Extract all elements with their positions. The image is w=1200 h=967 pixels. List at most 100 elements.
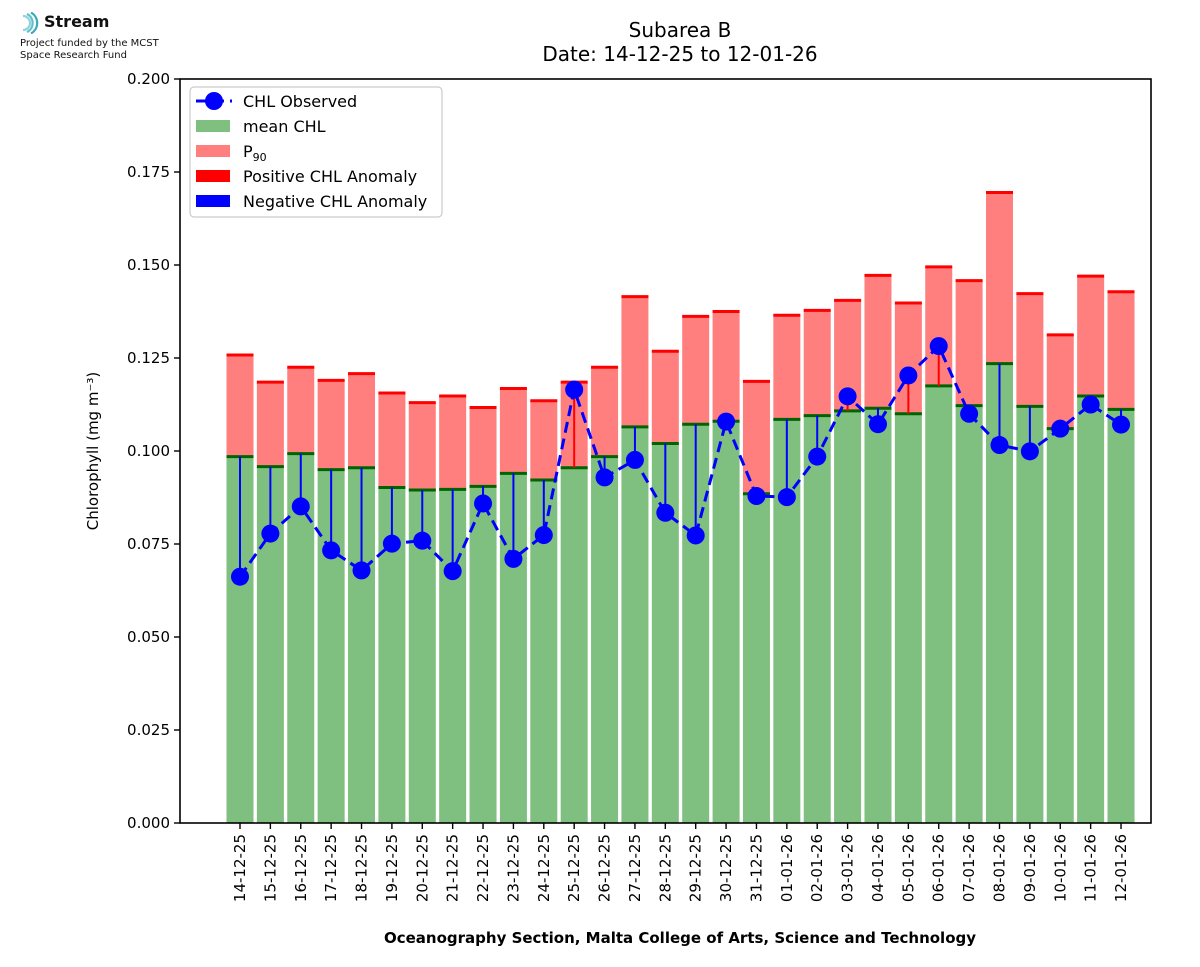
y-tick-label: 0.175 [127, 163, 170, 181]
x-tick-label: 19-12-25 [383, 834, 401, 902]
p90-bar [682, 316, 710, 425]
observed-point [747, 487, 766, 506]
observed-series-layer [231, 337, 1131, 586]
x-tick-label: 18-12-25 [353, 834, 371, 902]
p90-bar [469, 407, 497, 487]
observed-point [656, 503, 675, 522]
y-tick-label: 0.200 [127, 70, 170, 88]
p90-bar [621, 296, 649, 427]
x-tick-label: 24-12-25 [535, 834, 553, 902]
x-tick-label: 03-01-26 [839, 834, 857, 902]
mean-chl-bar [742, 493, 770, 823]
legend-label: Positive CHL Anomaly [243, 167, 417, 186]
p90-bar [287, 367, 315, 454]
observed-point [231, 567, 249, 586]
observed-point [960, 404, 979, 423]
x-tick-label: 02-01-26 [808, 834, 826, 902]
observed-point [717, 412, 736, 431]
x-tick-label: 20-12-25 [413, 834, 431, 902]
chart-title: Subarea B [629, 18, 732, 42]
observed-point [1112, 415, 1131, 434]
observed-point [261, 524, 280, 543]
p90-bar [499, 388, 527, 474]
x-tick-label: 07-01-26 [960, 834, 978, 902]
mean-chl-bar [560, 467, 588, 823]
x-tick-label: 12-01-26 [1112, 834, 1130, 902]
y-tick-label: 0.025 [127, 721, 170, 739]
x-tick-label: 15-12-25 [261, 834, 279, 902]
observed-point [565, 380, 584, 399]
observed-point [291, 497, 310, 516]
p90-bar [1016, 293, 1044, 407]
mean-chl-bar [1016, 406, 1044, 823]
y-tick-label: 0.050 [127, 628, 170, 646]
y-tick-label: 0.075 [127, 535, 170, 553]
mean-chl-bar [955, 405, 983, 823]
observed-point [382, 534, 401, 553]
legend: CHL Observed mean CHL P90 Positive CHL Anom… [189, 86, 443, 218]
x-tick-label: 27-12-25 [626, 834, 644, 902]
p90-bar [712, 311, 740, 422]
x-tick-label: 06-01-26 [930, 834, 948, 902]
observed-point [808, 447, 827, 466]
observed-point [534, 526, 553, 545]
p90-bar [864, 275, 892, 409]
p90-bar [317, 380, 345, 470]
mean-chl-bar [1077, 395, 1105, 823]
x-tick-label: 23-12-25 [504, 834, 522, 902]
x-tick-label: 14-12-25 [231, 834, 249, 902]
p90-bar [348, 373, 376, 468]
observed-point [777, 488, 796, 507]
p90-bar [439, 395, 467, 490]
chart-subtitle: Date: 14-12-25 to 12-01-26 [542, 42, 817, 66]
x-tick-label: 10-01-26 [1051, 834, 1069, 902]
observed-point [322, 541, 341, 560]
x-tick-label: 01-01-26 [778, 834, 796, 902]
p90-bar [651, 351, 679, 444]
p90-bar [773, 315, 801, 420]
mean-chl-bar [1107, 409, 1135, 823]
y-tick-label: 0.100 [127, 442, 170, 460]
x-tick-label: 30-12-25 [717, 834, 735, 902]
p90-bar [530, 400, 558, 481]
p90-bar [256, 382, 284, 467]
mean-chl-bar [925, 385, 953, 823]
observed-point [686, 526, 705, 545]
x-tick-label: 16-12-25 [292, 834, 310, 902]
observed-point [838, 387, 857, 406]
legend-label: mean CHL [243, 117, 326, 136]
x-tick-label: 22-12-25 [474, 834, 492, 902]
observed-point [929, 337, 948, 356]
observed-point [1020, 442, 1039, 461]
x-tick-label: 25-12-25 [565, 834, 583, 902]
p90-bar [408, 402, 436, 491]
legend-label: P90 [243, 142, 267, 164]
p90-bar [1046, 334, 1074, 429]
p90-bar [378, 392, 406, 488]
mean-chl-bar [712, 421, 740, 823]
legend-patch-swatch [196, 195, 230, 207]
legend-patch-swatch [196, 120, 230, 132]
observed-point [868, 415, 887, 434]
p90-bar [1107, 291, 1135, 410]
observed-point [474, 494, 493, 513]
y-axis-label: Chlorophyll (mg m⁻³) [84, 372, 102, 531]
legend-patch-swatch [196, 145, 230, 157]
mean-chl-bar [803, 415, 831, 823]
stream-waves-icon [22, 12, 39, 34]
legend-patch-swatch [196, 170, 230, 182]
p90-bar [742, 381, 770, 494]
observed-point [1081, 395, 1100, 414]
legend-marker-swatch [205, 92, 223, 110]
logo-funding-line1: Project funded by the MCST [20, 38, 159, 49]
x-tick-label: 29-12-25 [687, 834, 705, 902]
x-tick-label: 28-12-25 [656, 834, 674, 902]
observed-point [443, 562, 462, 581]
x-tick-label: 26-12-25 [596, 834, 614, 902]
x-tick-label: 04-01-26 [869, 834, 887, 902]
mean-chl-bar [834, 410, 862, 823]
x-tick-label: 11-01-26 [1082, 834, 1100, 902]
p90-bar [986, 192, 1013, 364]
bars-layer [226, 190, 1135, 823]
